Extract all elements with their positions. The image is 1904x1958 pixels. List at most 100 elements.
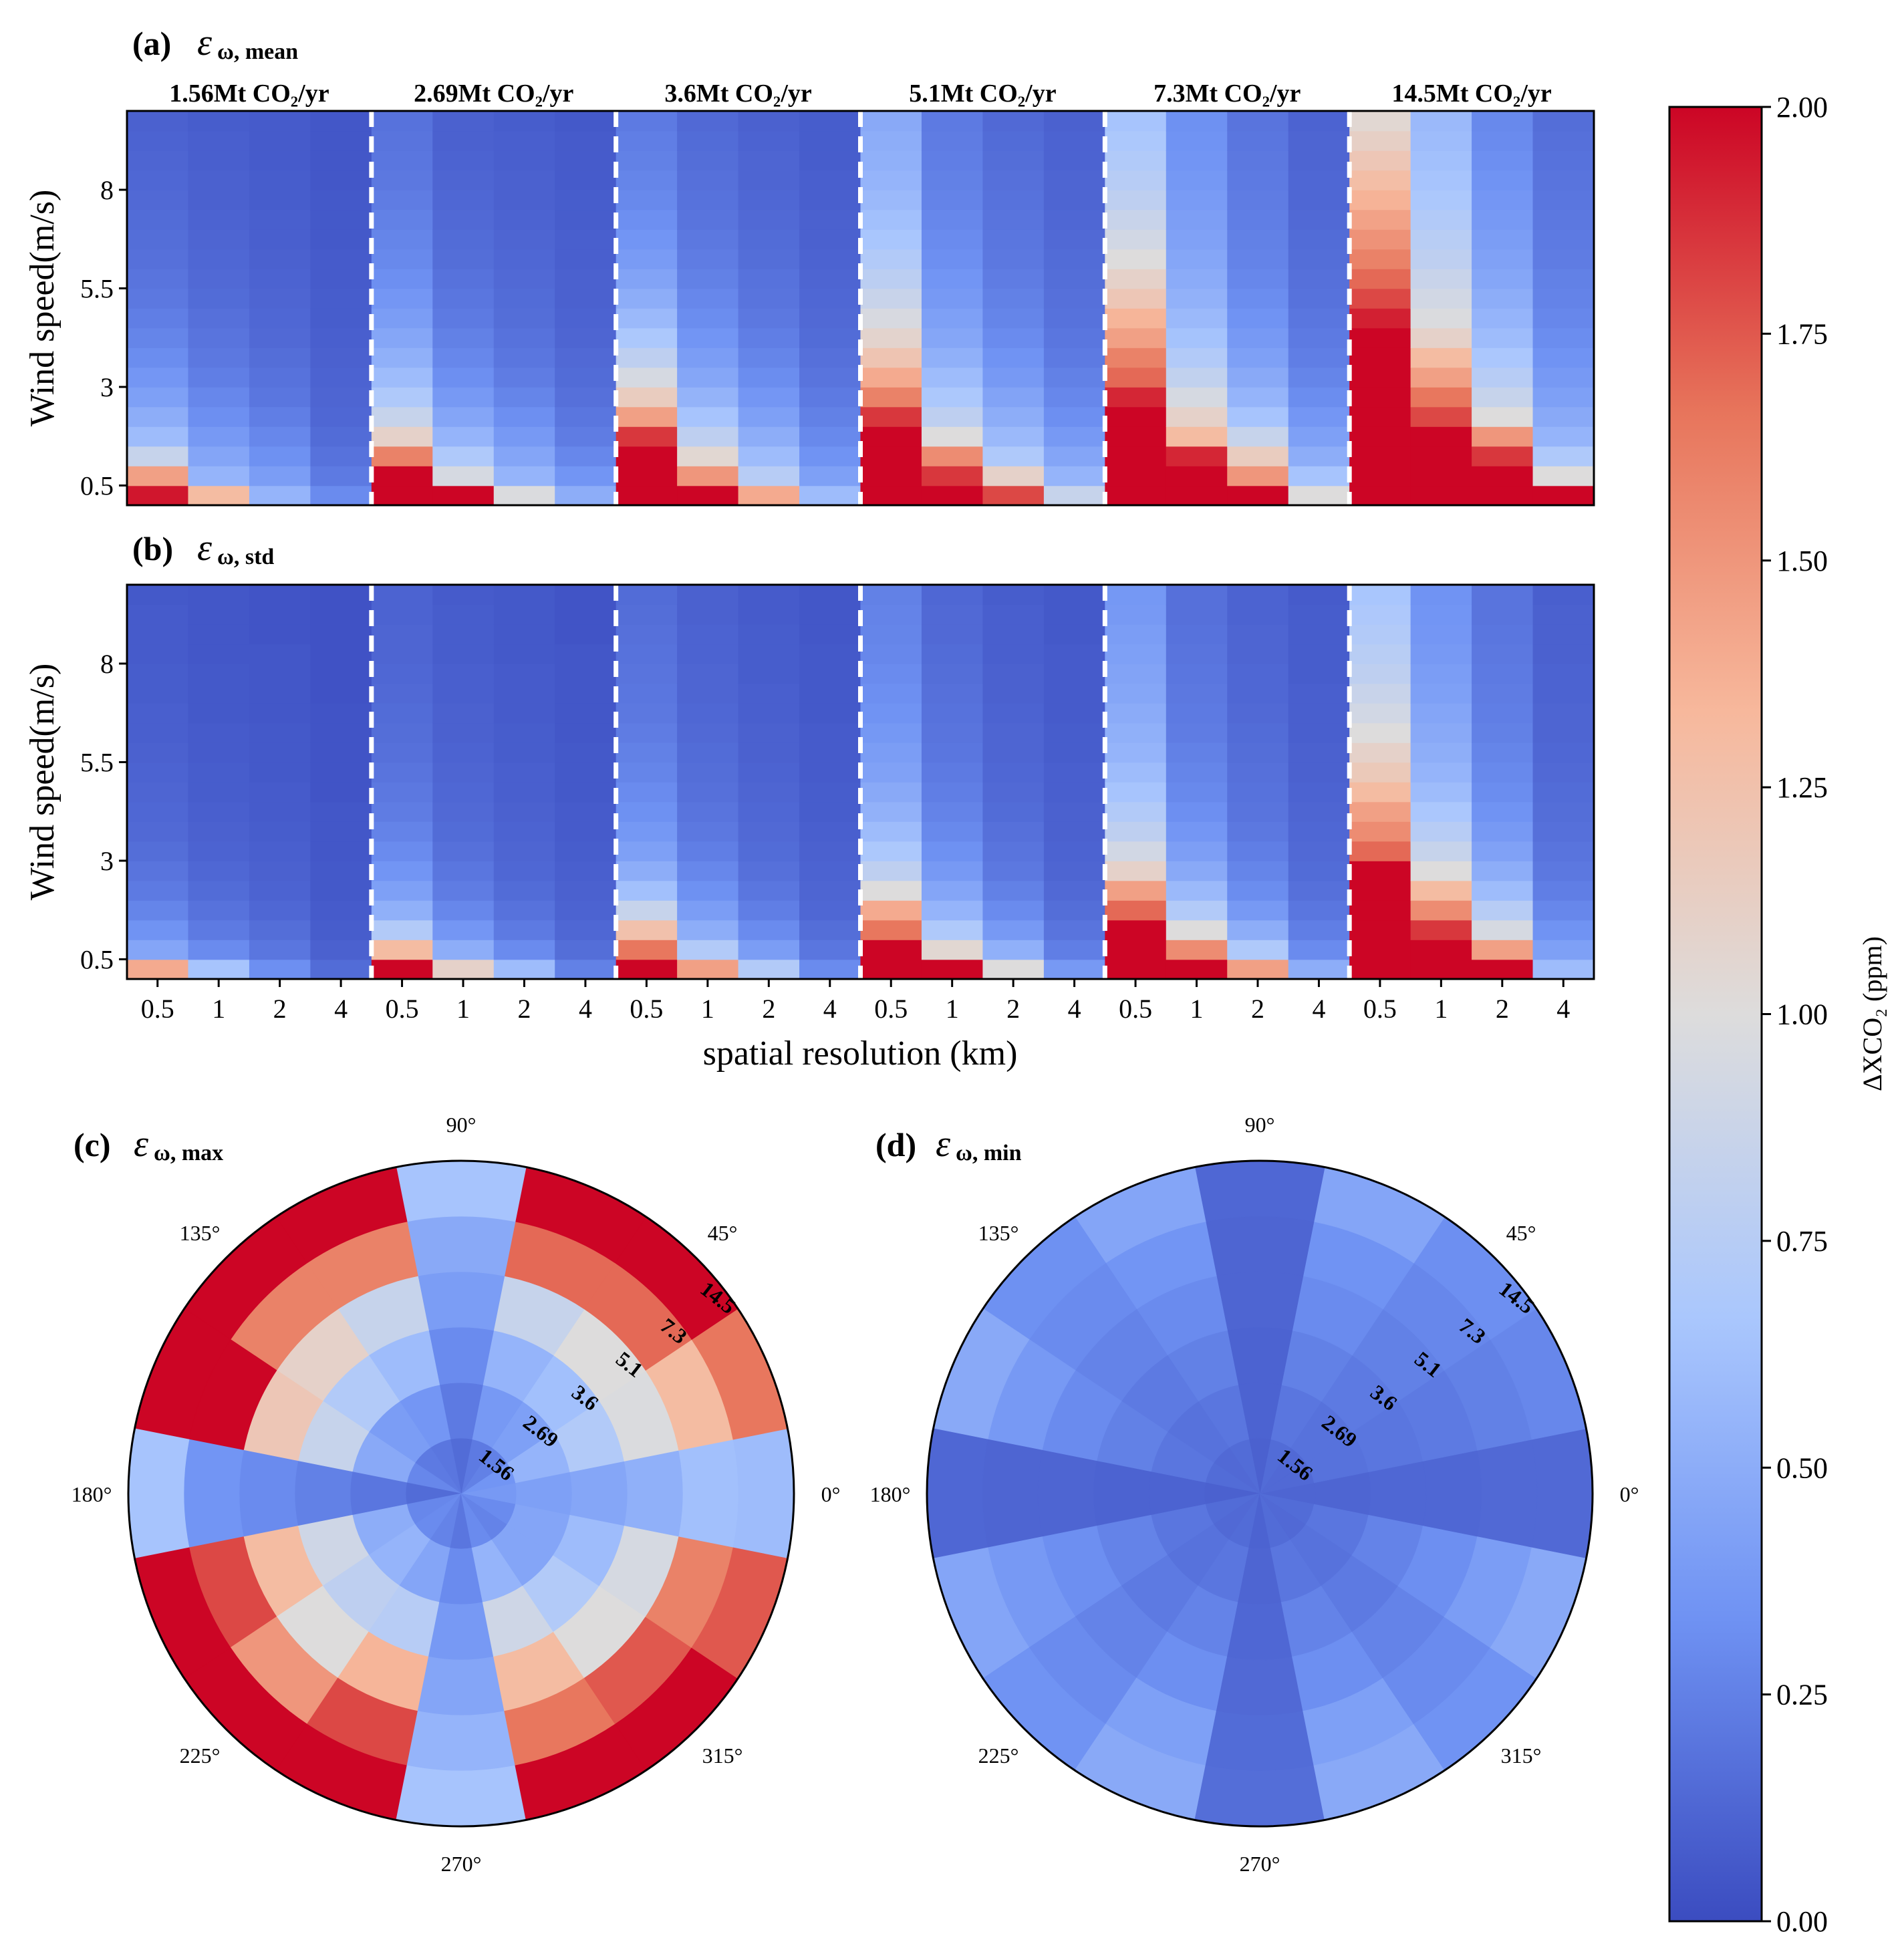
- panel-b-cell: [860, 841, 922, 861]
- panel-b-cell: [1532, 861, 1595, 881]
- panel-a-cell: [799, 387, 861, 408]
- panel-a-cell: [1410, 426, 1472, 447]
- panel-a-cell: [555, 190, 617, 211]
- panel-b-cell: [555, 664, 617, 684]
- panel-b-cell: [188, 959, 250, 980]
- panel-b-cell: [371, 604, 434, 625]
- panel-a-cell: [616, 249, 678, 269]
- panel-b-cell: [249, 782, 311, 803]
- panel-a-cell: [860, 466, 922, 486]
- panel-a-cell: [677, 327, 739, 348]
- panel-b-cell: [860, 940, 922, 960]
- panel-a-cell: [1349, 111, 1411, 132]
- panel-b-cell: [555, 782, 617, 803]
- panel-b-cell: [432, 861, 495, 881]
- panel-b-cell: [1472, 604, 1534, 625]
- panel-b-cell: [1410, 940, 1472, 960]
- panel-a-cell: [371, 150, 434, 171]
- panel-a-cell: [310, 308, 372, 329]
- panel-a-cell: [1472, 209, 1534, 230]
- panel-b-cell: [188, 821, 250, 842]
- panel-b-cell: [1410, 821, 1472, 842]
- panel-b-cell: [921, 821, 984, 842]
- panel-a-cell: [799, 485, 861, 506]
- panel-b-cell: [493, 703, 556, 724]
- panel-a-cell: [188, 367, 250, 388]
- panel-b-cell: [1349, 821, 1411, 842]
- panel-a-cell: [1410, 130, 1472, 151]
- panel-a-cell: [1227, 170, 1289, 190]
- panel-b-cell: [1166, 624, 1228, 645]
- panel-b-cell: [982, 959, 1045, 980]
- panel-b-xtick-label: 4: [334, 994, 348, 1024]
- panel-b-cell: [1410, 664, 1472, 684]
- panel-a-cell: [982, 269, 1045, 289]
- panel-a-cell: [493, 485, 556, 506]
- panel-b-xtick-label: 2: [273, 994, 287, 1024]
- panel-a-cell: [860, 229, 922, 250]
- panel-b-ytick-label: 8: [100, 649, 114, 679]
- panel-a-cell: [555, 229, 617, 250]
- panel-b-symbol: ε: [197, 527, 213, 569]
- panel-a-cell: [921, 209, 984, 230]
- panel-b-cell: [1105, 782, 1167, 803]
- panel-a-cell: [921, 327, 984, 348]
- panel-a-cell: [616, 269, 678, 289]
- panel-b-xtick-label: 1: [946, 994, 959, 1024]
- panel-b-cell: [616, 664, 678, 684]
- panel-a-cell: [432, 209, 495, 230]
- panel-a-cell: [555, 269, 617, 289]
- panel-a-cell: [555, 347, 617, 368]
- panel-b-cell: [1349, 861, 1411, 881]
- panel-b-cell: [1105, 585, 1167, 605]
- panel-b-cell: [738, 742, 800, 763]
- panel-b-cell: [1227, 683, 1289, 704]
- panel-b-cell: [860, 585, 922, 605]
- panel-b-cell: [1288, 940, 1350, 960]
- panel-d-angle-label: 90°: [1245, 1113, 1275, 1137]
- panel-a-cell: [555, 327, 617, 348]
- panel-b-cell: [493, 624, 556, 645]
- panel-b-cell: [738, 841, 800, 861]
- panel-b-cell: [799, 644, 861, 664]
- panel-a-cell: [1532, 170, 1595, 190]
- panel-b-cell: [921, 585, 984, 605]
- panel-a-cell: [1166, 170, 1228, 190]
- panel-b-cell: [1410, 782, 1472, 803]
- panel-b-cell: [1288, 782, 1350, 803]
- panel-a-cell: [1472, 190, 1534, 211]
- panel-b-cell: [982, 683, 1045, 704]
- panel-a-cell: [310, 130, 372, 151]
- panel-a-cell: [1410, 387, 1472, 408]
- panel-a-cell: [921, 308, 984, 329]
- panel-b-cell: [310, 683, 372, 704]
- panel-a-cell: [799, 347, 861, 368]
- panel-a-cell: [1532, 249, 1595, 269]
- panel-a-cell: [1288, 367, 1350, 388]
- panel-b-cell: [310, 585, 372, 605]
- panel-a-cell: [1532, 446, 1595, 466]
- panel-b-cell: [249, 900, 311, 921]
- panel-a-cell: [1349, 229, 1411, 250]
- panel-b-cell: [738, 722, 800, 743]
- panel-b-cell: [555, 644, 617, 664]
- panel-a-cell: [555, 130, 617, 151]
- panel-b-cell: [1043, 880, 1106, 901]
- panel-a-cell: [1472, 446, 1534, 466]
- panel-b-cell: [1472, 940, 1534, 960]
- panel-a-cell: [738, 190, 800, 211]
- panel-b-cell: [1105, 959, 1167, 980]
- panel-a-cell: [921, 170, 984, 190]
- panel-b-cell: [371, 742, 434, 763]
- panel-b-cell: [616, 821, 678, 842]
- panel-c-polar: (c) ε ω, max 1.562.693.65.17.314.50°45°9…: [72, 1113, 841, 1876]
- panel-a-cell: [310, 426, 372, 447]
- panel-a-cell: [677, 229, 739, 250]
- panel-b-cell: [1288, 801, 1350, 822]
- panel-b-cell: [1349, 801, 1411, 822]
- panel-a-cell: [432, 387, 495, 408]
- panel-a-cell: [188, 288, 250, 309]
- panel-a-cell: [432, 367, 495, 388]
- panel-b-cell: [188, 624, 250, 645]
- panel-b-cell: [738, 940, 800, 960]
